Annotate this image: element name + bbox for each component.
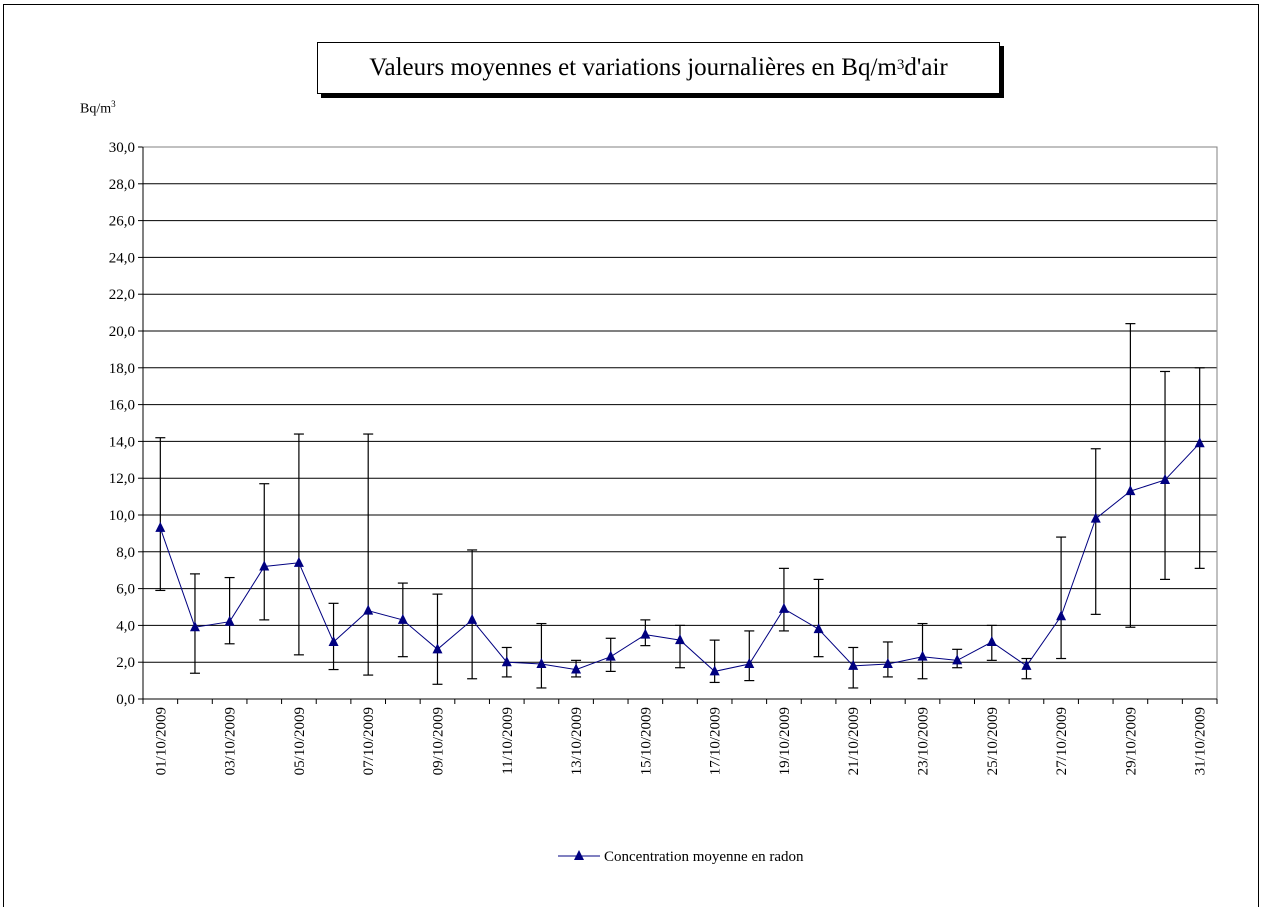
x-tick-label: 19/10/2009 (777, 707, 793, 775)
x-tick-label: 05/10/2009 (292, 707, 308, 775)
x-tick-label: 07/10/2009 (361, 707, 377, 775)
data-point (501, 656, 512, 667)
error-bars (155, 323, 1205, 689)
data-point (363, 604, 374, 615)
data-point (986, 635, 997, 646)
data-point (813, 623, 824, 634)
x-tick-labels: 01/10/2009 03/10/2009 05/10/2009 07/10/2009… (153, 707, 1208, 775)
data-point (952, 654, 963, 665)
data-point (778, 602, 789, 613)
data-point (328, 635, 339, 646)
y-tick-label: 22,0 (109, 287, 135, 303)
y-tick-label: 8,0 (116, 545, 135, 561)
data-point (675, 634, 685, 645)
data-point (432, 643, 443, 654)
x-tick-label: 23/10/2009 (916, 707, 932, 775)
data-point (1194, 437, 1205, 448)
legend-label: Concentration moyenne en radon (604, 849, 804, 865)
chart-frame (3, 4, 1259, 907)
x-tick-label: 31/10/2009 (1193, 707, 1209, 775)
x-tick-label: 17/10/2009 (708, 707, 724, 775)
data-point (467, 613, 478, 624)
legend: Concentration moyenne en radon (558, 849, 804, 865)
data-point (605, 650, 616, 661)
data-point (293, 556, 304, 567)
x-tick-label: 15/10/2009 (638, 707, 654, 775)
data-point (1090, 512, 1101, 523)
x-tick-label: 25/10/2009 (985, 707, 1001, 775)
y-tick-label: 26,0 (109, 214, 135, 230)
legend-marker (574, 850, 584, 860)
y-tick-label: 2,0 (116, 655, 135, 671)
data-point (224, 615, 235, 626)
y-tick-label: 6,0 (116, 582, 135, 598)
data-point (1160, 474, 1171, 485)
x-tick-label: 09/10/2009 (430, 707, 446, 775)
y-tick-label: 4,0 (116, 618, 135, 634)
data-point (571, 663, 582, 674)
y-tick-label: 30,0 (109, 140, 135, 156)
data-point (1021, 659, 1032, 670)
x-tick-label: 03/10/2009 (223, 707, 239, 775)
x-tick-label: 29/10/2009 (1123, 707, 1139, 775)
title-sup: 3 (896, 56, 905, 73)
y-tick-label: 12,0 (109, 471, 135, 487)
axes (138, 146, 1218, 704)
x-tick-label: 13/10/2009 (569, 707, 585, 775)
y-tick-label: 24,0 (109, 250, 135, 266)
y-tick-label: 20,0 (109, 324, 135, 340)
y-tick-label: 0,0 (116, 692, 135, 708)
y-axis-label-base: Bq/m (80, 101, 112, 117)
data-point (709, 665, 720, 676)
data-point (536, 658, 547, 669)
y-tick-label: 16,0 (109, 398, 135, 414)
data-point (917, 650, 928, 661)
data-point (882, 658, 893, 669)
x-tick-label: 11/10/2009 (500, 707, 516, 775)
y-axis-label-sup: 3 (111, 99, 116, 109)
data-point (259, 560, 270, 571)
data-point (744, 658, 755, 669)
chart-title: Valeurs moyennes et variations journaliè… (317, 42, 1000, 94)
title-suffix: d'air (904, 54, 948, 81)
x-tick-label: 21/10/2009 (846, 707, 862, 775)
data-point (1125, 485, 1136, 496)
grid-lines (143, 146, 1217, 663)
title-prefix: Valeurs moyennes et variations journaliè… (369, 54, 897, 81)
y-tick-label: 10,0 (109, 508, 135, 524)
data-point (155, 521, 166, 532)
data-point (1056, 610, 1067, 621)
y-tick-labels: 0,0 2,0 4,0 6,0 8,0 10,0 12,0 14,0 16,0 18,0 20,0 2… (109, 140, 135, 708)
x-tick-label: 27/10/2009 (1054, 707, 1070, 775)
plot-area-border (142, 146, 1218, 700)
data-point (397, 613, 408, 624)
x-tick-label: 01/10/2009 (153, 707, 169, 775)
y-tick-label: 14,0 (109, 434, 135, 450)
series-radon (155, 437, 1205, 676)
data-point (848, 659, 859, 670)
data-point (189, 621, 200, 632)
y-tick-label: 18,0 (109, 361, 135, 377)
data-point (640, 628, 651, 639)
y-axis-label: Bq/m3 (80, 99, 116, 118)
y-tick-label: 28,0 (109, 177, 135, 193)
